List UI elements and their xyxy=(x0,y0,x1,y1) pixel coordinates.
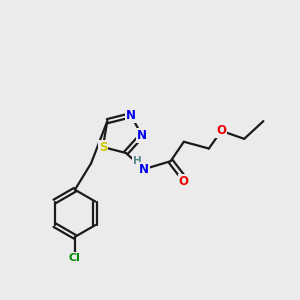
Text: N: N xyxy=(137,129,147,142)
Text: Cl: Cl xyxy=(69,253,81,263)
Text: S: S xyxy=(99,141,107,154)
Text: O: O xyxy=(179,175,189,188)
Text: O: O xyxy=(216,124,226,137)
Text: N: N xyxy=(126,109,136,122)
Text: H: H xyxy=(133,156,142,166)
Text: N: N xyxy=(139,163,149,176)
